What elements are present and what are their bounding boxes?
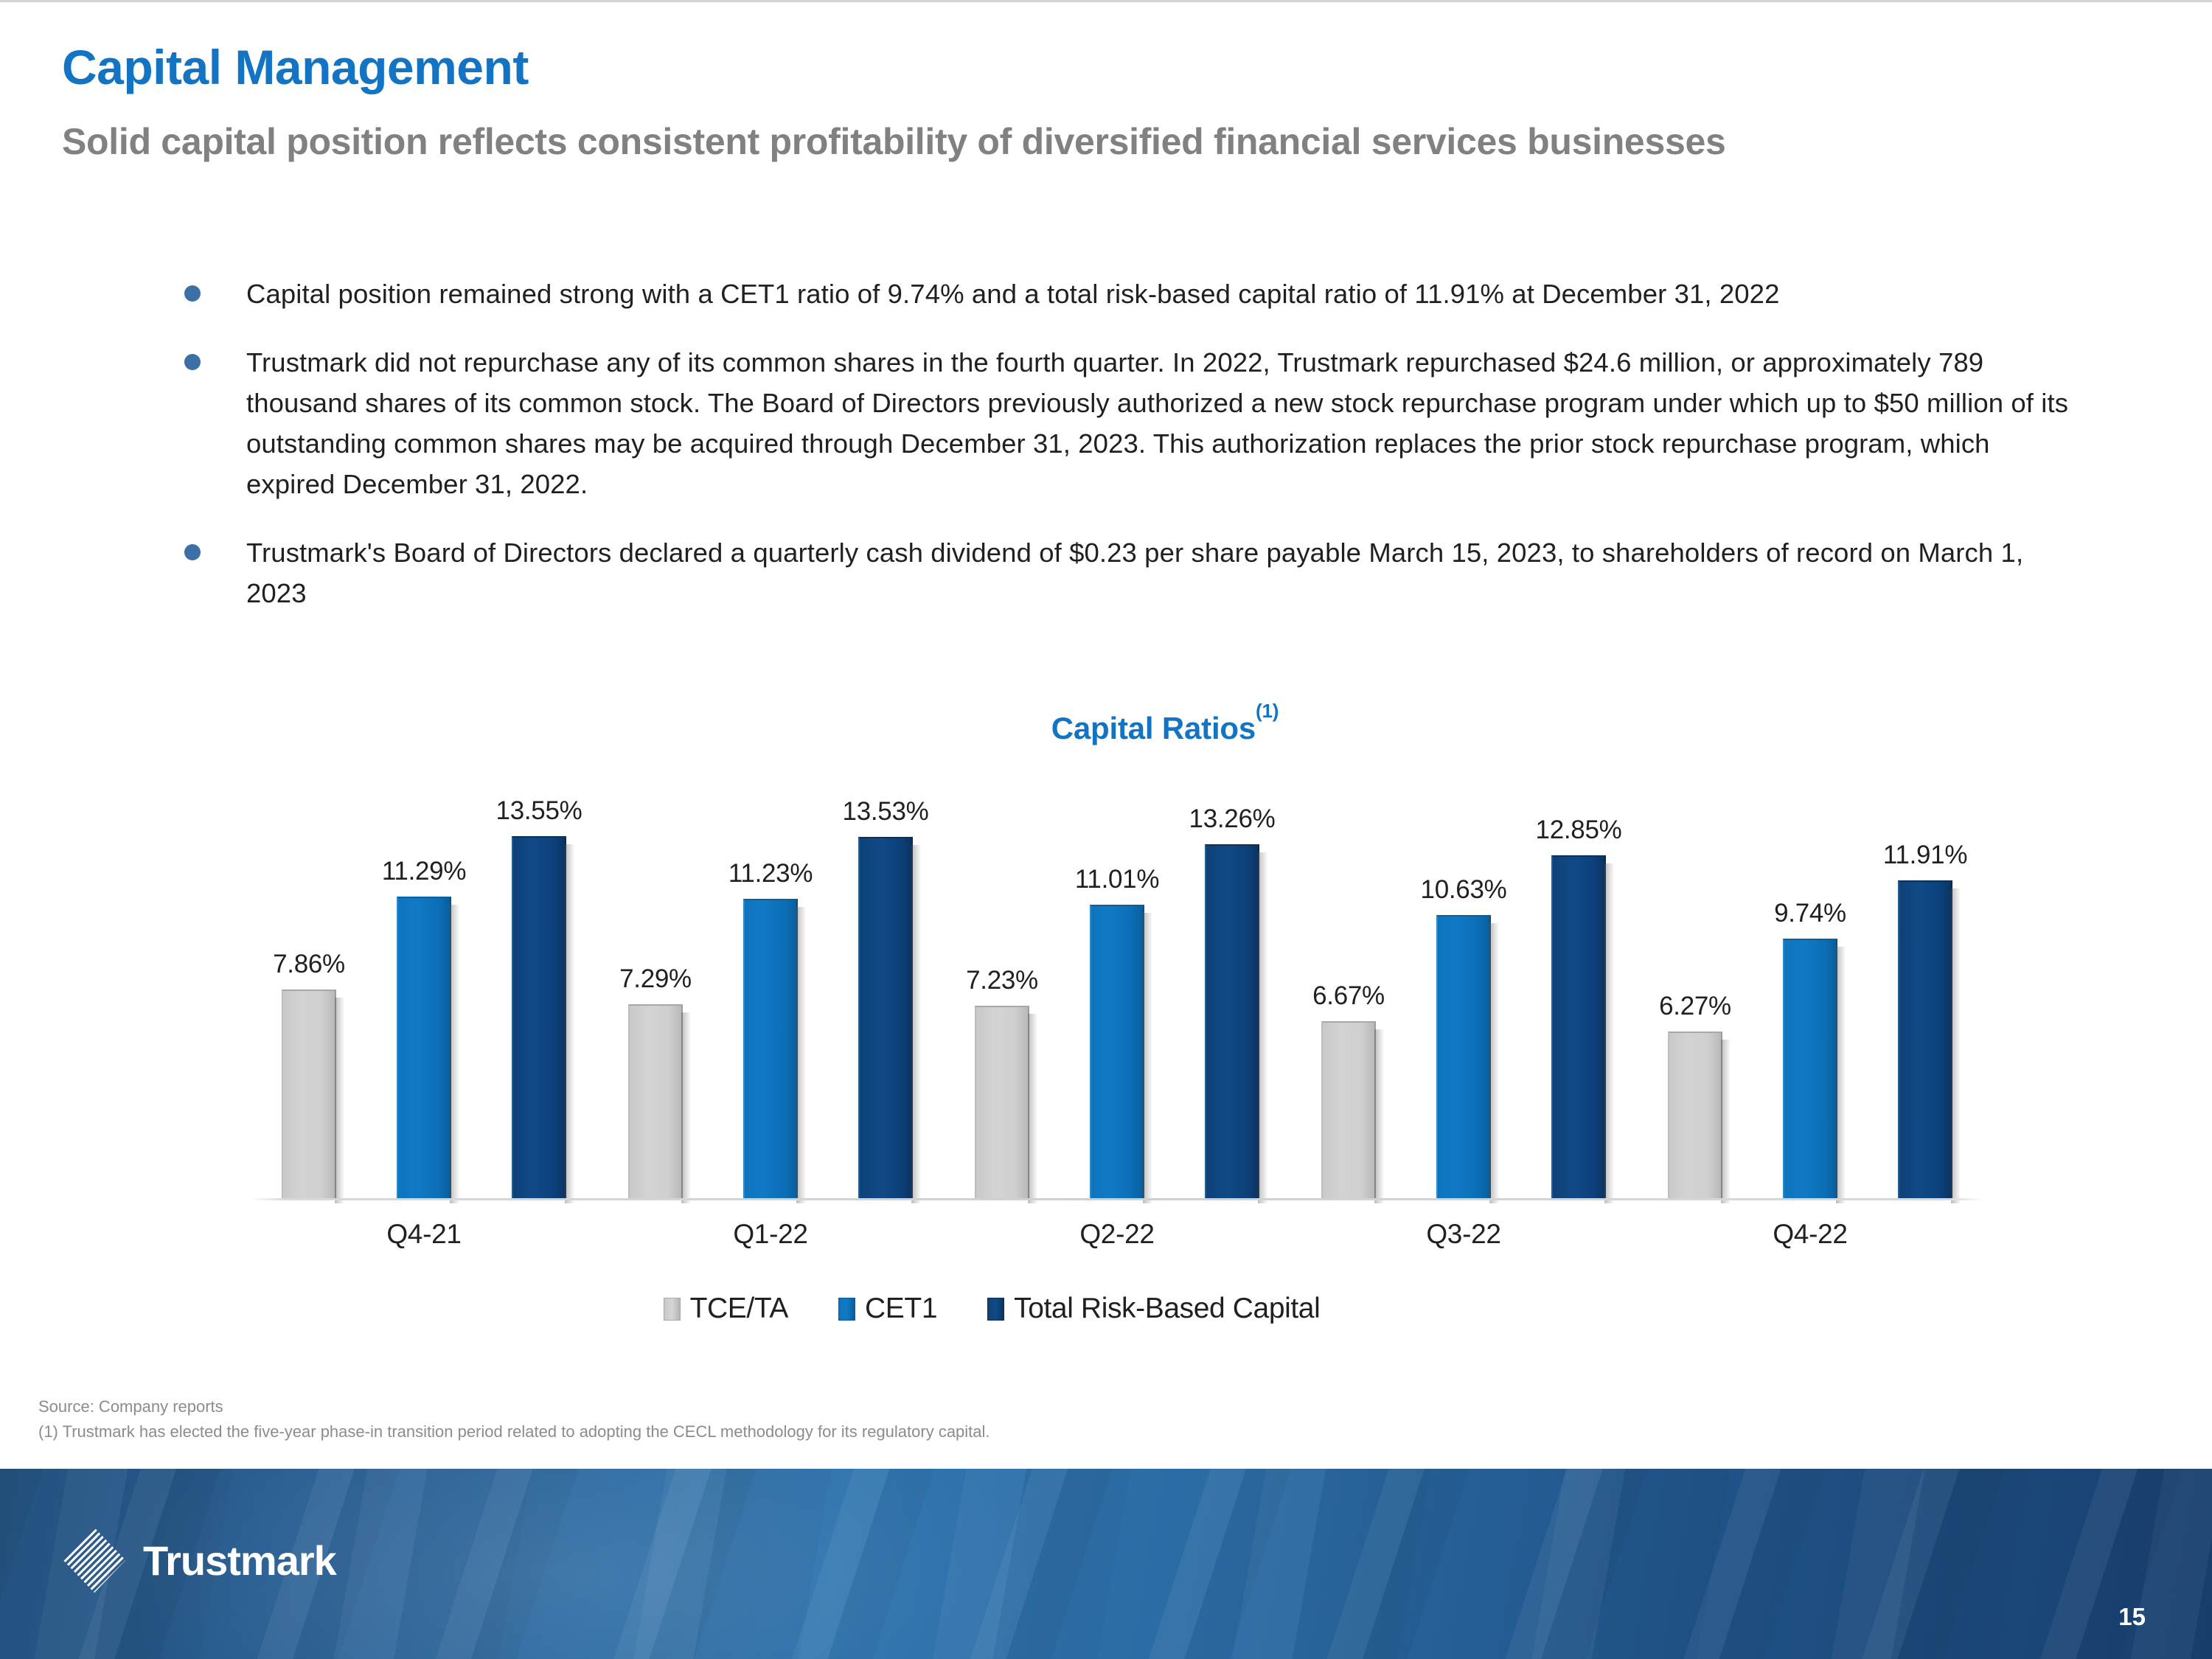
legend-label: TCE/TA bbox=[689, 1293, 789, 1324]
legend-item[interactable]: Total Risk-Based Capital bbox=[987, 1293, 1321, 1325]
bar[interactable]: 9.74% bbox=[1774, 899, 1846, 1204]
chart-plot-area: 7.86% 11.29% 13.55% 7.29% 11.23% 13.53% 7.23% 1… bbox=[251, 784, 1983, 1204]
bar-value-label: 11.01% bbox=[1074, 864, 1160, 894]
chart-title: Capital Ratios(1) bbox=[118, 700, 2212, 746]
bullet-dot-icon bbox=[184, 544, 201, 560]
bar[interactable]: 13.55% bbox=[496, 796, 582, 1203]
footer-stripe-pattern-secondary bbox=[0, 1469, 2212, 1659]
bar-slot: 7.29% bbox=[611, 784, 700, 1203]
bar-value-label: 10.63% bbox=[1420, 874, 1507, 904]
bar[interactable]: 6.67% bbox=[1312, 981, 1385, 1204]
bar-value-label: 7.29% bbox=[619, 964, 692, 994]
footnote-1: (1) Trustmark has elected the five-year … bbox=[38, 1422, 990, 1441]
bar-value-label: 7.86% bbox=[273, 949, 345, 978]
x-axis-tick-label: Q4-22 bbox=[1773, 1219, 1848, 1249]
page-subtitle: Solid capital position reflects consiste… bbox=[62, 121, 1726, 162]
bar-slot: 9.74% bbox=[1766, 784, 1854, 1204]
footnote-source: Source: Company reports bbox=[38, 1397, 223, 1416]
chart-x-axis-line bbox=[251, 1198, 1983, 1200]
trustmark-logo: Trustmark bbox=[60, 1526, 337, 1594]
bar-value-label: 13.26% bbox=[1189, 804, 1276, 833]
legend-item[interactable]: TCE/TA bbox=[663, 1293, 789, 1325]
bar-value-label: 9.74% bbox=[1774, 898, 1846, 928]
page-number: 15 bbox=[2118, 1603, 2146, 1630]
bar[interactable]: 13.26% bbox=[1189, 804, 1276, 1204]
bar-value-label: 11.23% bbox=[728, 858, 813, 888]
legend-item[interactable]: CET1 bbox=[838, 1293, 938, 1325]
bullet-text: Capital position remained strong with a … bbox=[246, 279, 1780, 309]
bar-slot: 12.85% bbox=[1534, 784, 1623, 1204]
bar-value-label: 11.29% bbox=[381, 857, 467, 886]
logo-wordmark: Trustmark bbox=[143, 1537, 337, 1584]
bar[interactable]: 13.53% bbox=[843, 797, 929, 1204]
capital-ratios-chart: Capital Ratios(1) 7.86% 11.29% 13.55% 7.29%… bbox=[0, 700, 2212, 1396]
bar-slot: 13.26% bbox=[1188, 784, 1276, 1204]
bar[interactable]: 7.23% bbox=[966, 966, 1038, 1203]
bar-slot: 7.86% bbox=[265, 784, 353, 1203]
bar-slot: 7.23% bbox=[958, 784, 1046, 1203]
bar-slot: 13.53% bbox=[841, 784, 930, 1204]
bar-group: 6.67% 10.63% 12.85% bbox=[1290, 784, 1637, 1204]
bar-value-label: 13.53% bbox=[842, 796, 929, 826]
bar-group: 7.86% 11.29% 13.55% bbox=[251, 784, 597, 1203]
bar-slot: 6.67% bbox=[1304, 784, 1393, 1204]
footnotes: Source: Company reports (1) Trustmark ha… bbox=[38, 1394, 990, 1444]
bar-groups: 7.86% 11.29% 13.55% 7.29% 11.23% 13.53% 7.23% 1… bbox=[251, 784, 1983, 1204]
bar[interactable]: 6.27% bbox=[1659, 992, 1731, 1203]
legend-label: Total Risk-Based Capital bbox=[1014, 1293, 1321, 1324]
page-title: Capital Management bbox=[62, 40, 529, 94]
bar-value-label: 7.23% bbox=[966, 966, 1038, 995]
bar-slot: 11.01% bbox=[1073, 784, 1161, 1204]
bar-slot: 6.27% bbox=[1651, 784, 1739, 1203]
x-axis-tick-label: Q2-22 bbox=[1079, 1219, 1155, 1249]
chart-x-axis-labels: Q4-21 Q1-22 Q2-22 Q3-22 Q4-22 bbox=[251, 1219, 1983, 1250]
x-axis-tick-label: Q4-21 bbox=[386, 1219, 462, 1249]
bar[interactable]: 11.91% bbox=[1883, 841, 1967, 1204]
legend-label: CET1 bbox=[865, 1293, 938, 1324]
bar[interactable]: 11.29% bbox=[382, 857, 466, 1203]
chart-title-footnote-marker: (1) bbox=[1256, 700, 1279, 722]
bar[interactable]: 10.63% bbox=[1421, 875, 1507, 1204]
slide-footer: Trustmark 15 bbox=[0, 1469, 2212, 1659]
bullet-text: Trustmark's Board of Directors declared … bbox=[246, 538, 2024, 608]
bar-value-label: 13.55% bbox=[495, 796, 582, 826]
bar-group: 7.29% 11.23% 13.53% bbox=[597, 784, 944, 1204]
bar-slot: 11.29% bbox=[380, 784, 468, 1203]
bar-value-label: 11.91% bbox=[1882, 840, 1968, 869]
bar[interactable]: 7.29% bbox=[619, 964, 692, 1203]
bar[interactable]: 11.01% bbox=[1075, 865, 1159, 1204]
bar-slot: 11.23% bbox=[726, 784, 815, 1204]
bar-group: 6.27% 9.74% 11.91% bbox=[1637, 784, 1983, 1204]
bar-slot: 13.55% bbox=[495, 784, 583, 1203]
legend-swatch-icon bbox=[663, 1297, 681, 1321]
legend-swatch-icon bbox=[987, 1297, 1005, 1321]
x-axis-tick-label: Q3-22 bbox=[1426, 1219, 1501, 1249]
footer-sheen bbox=[0, 1469, 2212, 1659]
list-item: Capital position remained strong with a … bbox=[184, 274, 2072, 314]
bar-value-label: 12.85% bbox=[1535, 815, 1622, 844]
bar-value-label: 6.67% bbox=[1312, 981, 1385, 1010]
chart-title-text: Capital Ratios bbox=[1051, 711, 1256, 745]
bar-slot: 10.63% bbox=[1419, 784, 1508, 1204]
bullet-list: Capital position remained strong with a … bbox=[184, 274, 2072, 641]
list-item: Trustmark did not repurchase any of its … bbox=[184, 342, 2072, 504]
bullet-dot-icon bbox=[184, 354, 201, 370]
bar-slot: 11.91% bbox=[1881, 784, 1969, 1204]
bar-group: 7.23% 11.01% 13.26% bbox=[944, 784, 1290, 1204]
legend-swatch-icon bbox=[838, 1297, 856, 1321]
bar[interactable]: 12.85% bbox=[1536, 815, 1622, 1204]
chart-legend: TCE/TA CET1 Total Risk-Based Capital bbox=[0, 1293, 1983, 1325]
list-item: Trustmark's Board of Directors declared … bbox=[184, 532, 2072, 613]
bullet-dot-icon bbox=[184, 285, 201, 302]
bar[interactable]: 11.23% bbox=[728, 859, 813, 1204]
trustmark-diamond-icon bbox=[63, 1527, 126, 1593]
x-axis-tick-label: Q1-22 bbox=[733, 1219, 808, 1249]
bullet-text: Trustmark did not repurchase any of its … bbox=[246, 347, 2069, 499]
bar-value-label: 6.27% bbox=[1659, 992, 1731, 1021]
bar[interactable]: 7.86% bbox=[273, 950, 345, 1203]
footer-stripe-pattern bbox=[0, 1469, 2212, 1659]
